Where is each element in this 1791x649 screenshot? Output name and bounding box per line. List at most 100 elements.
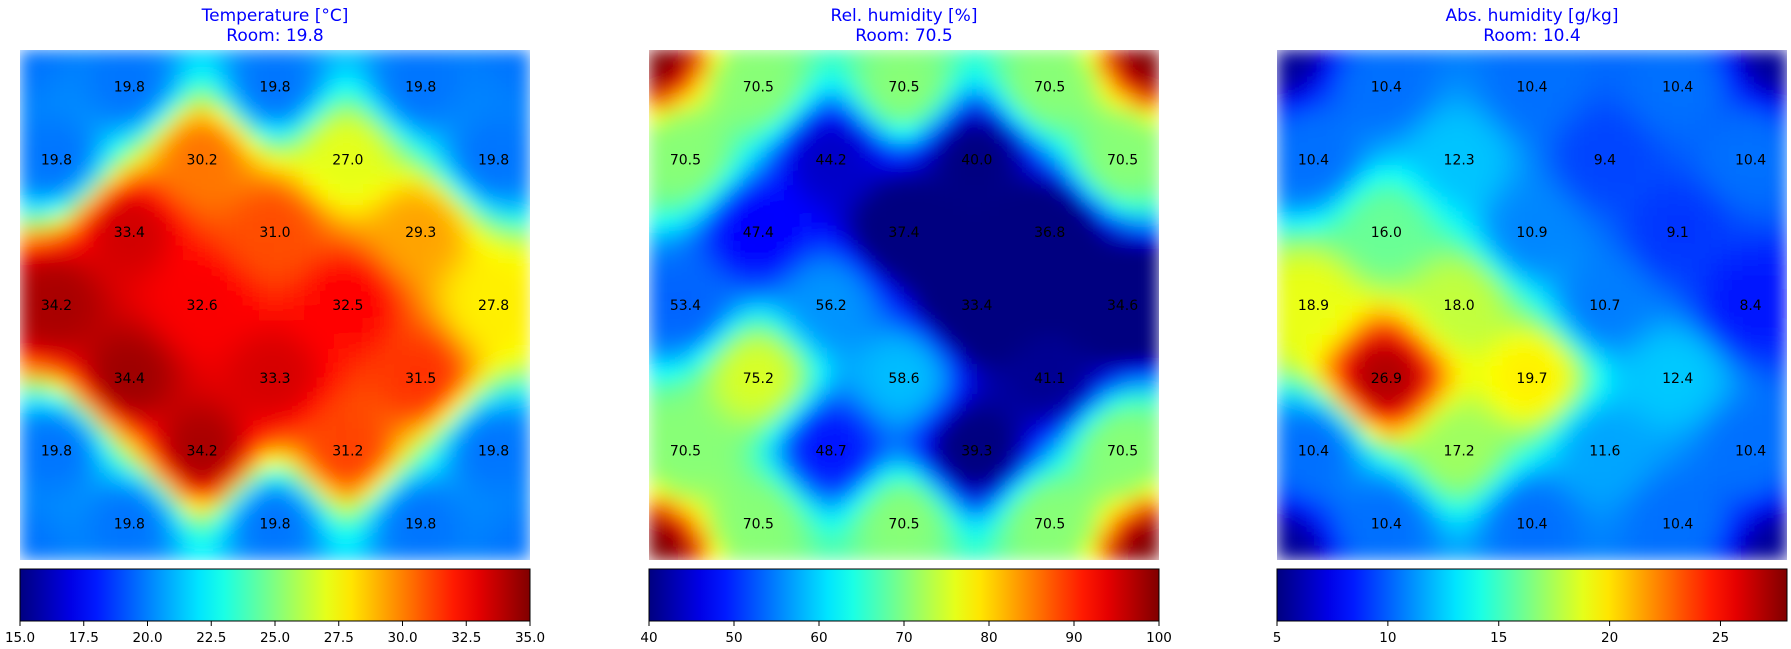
heatmap-cell: [1711, 484, 1728, 501]
heatmap-cell: [1098, 199, 1115, 216]
heatmap-cell: [1381, 244, 1398, 261]
heatmap-cell: [334, 124, 351, 141]
heatmap-cell: [1113, 334, 1130, 351]
heatmap-cell: [1306, 334, 1323, 351]
heatmap-cell: [64, 50, 81, 66]
heatmap-cell: [1366, 50, 1383, 66]
heatmap-cell: [693, 349, 710, 366]
heatmap-cell: [1113, 349, 1130, 366]
heatmap-cell: [424, 319, 441, 336]
heatmap-cell: [798, 50, 815, 66]
heatmap-cell: [1291, 184, 1308, 201]
heatmap-cell: [1606, 514, 1623, 531]
heatmap-cell: [334, 499, 351, 516]
heatmap-cell: [364, 394, 381, 411]
heatmap-cell: [514, 94, 530, 111]
heatmap-cell: [1291, 259, 1308, 276]
colorbar-tick-label: 5: [1273, 630, 1282, 646]
heatmap-cell: [1277, 124, 1293, 141]
heatmap-cell: [1426, 229, 1443, 246]
heatmap-cell: [379, 184, 396, 201]
heatmap-cell: [963, 409, 980, 426]
heatmap-cell: [1771, 439, 1787, 456]
heatmap-cell: [334, 94, 351, 111]
heatmap-cell: [843, 50, 860, 66]
heatmap-cell: [289, 169, 306, 186]
heatmap-cell: [1771, 364, 1787, 381]
heatmap-cell: [20, 199, 36, 216]
heatmap-cell: [903, 499, 920, 516]
heatmap-cell: [424, 469, 441, 486]
heatmap-cell: [873, 499, 890, 516]
heatmap-cell: [304, 544, 321, 560]
heatmap-cell: [394, 124, 411, 141]
heatmap-cell: [783, 439, 800, 456]
heatmap-cell: [1756, 214, 1773, 231]
heatmap-cell: [1546, 484, 1563, 501]
heatmap-cell: [274, 454, 291, 471]
heatmap-cell: [1277, 274, 1293, 291]
heatmap-cell: [768, 454, 785, 471]
heatmap-cell: [259, 334, 276, 351]
heatmap-cell: [1681, 319, 1698, 336]
heatmap-cell: [903, 394, 920, 411]
heatmap-cell: [678, 529, 695, 546]
heatmap-cell: [1576, 484, 1593, 501]
heatmap-cell: [753, 409, 770, 426]
heatmap-cell: [663, 289, 680, 306]
heatmap-cell: [813, 484, 830, 501]
heatmap-cell: [723, 379, 740, 396]
heatmap-cell: [1321, 379, 1338, 396]
heatmap-cell: [1396, 64, 1413, 81]
heatmap-cell: [1456, 334, 1473, 351]
heatmap-cell: [948, 109, 965, 126]
heatmap-cell: [259, 484, 276, 501]
heatmap-cell: [1666, 529, 1683, 546]
heatmap-cell: [1546, 64, 1563, 81]
value-label: 40.0: [961, 152, 992, 168]
heatmap-cell: [1083, 199, 1100, 216]
heatmap-cell: [783, 109, 800, 126]
heatmap-cell: [663, 214, 680, 231]
heatmap-cell: [1501, 379, 1518, 396]
heatmap-cell: [199, 349, 216, 366]
heatmap-cell: [753, 379, 770, 396]
heatmap-cell: [1741, 259, 1758, 276]
heatmap-cell: [394, 364, 411, 381]
heatmap-cell: [304, 139, 321, 156]
heatmap-cell: [1143, 364, 1159, 381]
heatmap-cell: [334, 79, 351, 96]
heatmap-cell: [169, 544, 186, 560]
heatmap-cell: [1516, 64, 1533, 81]
heatmap-cell: [1396, 274, 1413, 291]
heatmap-cell: [124, 259, 141, 276]
heatmap-cell: [1366, 439, 1383, 456]
heatmap-cell: [1008, 394, 1025, 411]
heatmap-cell: [753, 199, 770, 216]
heatmap-cell: [1321, 439, 1338, 456]
heatmap-cell: [1396, 454, 1413, 471]
heatmap-cell: [439, 469, 456, 486]
heatmap-cell: [843, 334, 860, 351]
heatmap-cell: [109, 469, 126, 486]
heatmap-cell: [903, 409, 920, 426]
heatmap-cell: [1366, 184, 1383, 201]
heatmap-cell: [1038, 289, 1055, 306]
heatmap-cell: [454, 289, 471, 306]
heatmap-cell: [64, 214, 81, 231]
heatmap-cell: [858, 109, 875, 126]
heatmap-cell: [469, 94, 486, 111]
heatmap-cell: [1576, 529, 1593, 546]
heatmap-cell: [1516, 469, 1533, 486]
heatmap-cell: [693, 514, 710, 531]
heatmap-cell: [1756, 259, 1773, 276]
heatmap-cell: [139, 184, 156, 201]
heatmap-cell: [738, 544, 755, 560]
heatmap-cell: [289, 514, 306, 531]
heatmap-cell: [49, 529, 66, 546]
heatmap-cell: [1053, 214, 1070, 231]
heatmap-cell: [20, 469, 36, 486]
heatmap-cell: [948, 409, 965, 426]
heatmap-cell: [439, 349, 456, 366]
heatmap-cell: [454, 394, 471, 411]
